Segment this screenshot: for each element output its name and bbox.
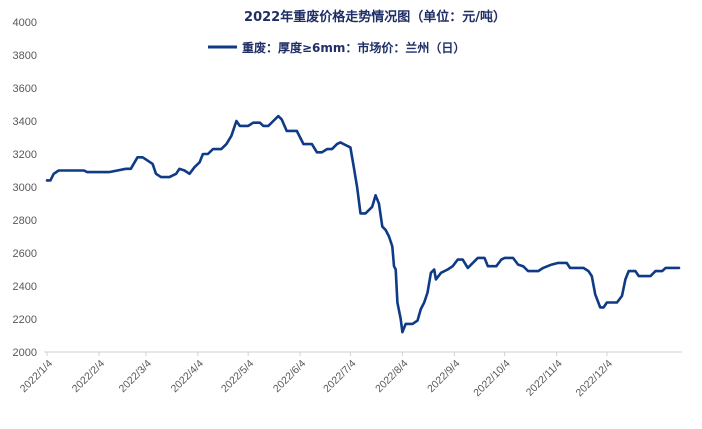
chart-title: 2022年重废价格走势情况图（单位：元/吨） (244, 9, 506, 25)
x-tick-label: 2022/8/4 (373, 358, 410, 395)
y-tick-label: 2600 (13, 248, 37, 260)
y-tick-label: 3000 (13, 182, 37, 194)
y-tick-label: 2800 (13, 215, 37, 227)
y-tick-label: 3200 (13, 149, 37, 161)
x-tick-label: 2022/3/4 (117, 358, 154, 395)
y-tick-label: 2200 (13, 314, 37, 326)
chart-legend: 重废：厚度≥6mm：市场价：兰州（日） (208, 40, 465, 55)
y-tick-label: 3800 (13, 50, 37, 62)
y-axis: 2000 2200 2400 2600 2800 3000 3200 3400 3600 3800… (13, 17, 37, 359)
x-tick-label: 2022/2/4 (70, 358, 107, 395)
x-tick-label: 2022/5/4 (219, 358, 256, 395)
x-tick-label: 2022/10/4 (471, 358, 513, 400)
x-tick-label: 2022/9/4 (425, 358, 462, 395)
x-axis: 2022/1/4 2022/2/4 2022/3/4 2022/4/4 2022/5/4… (18, 352, 615, 399)
x-tick-label: 2022/6/4 (271, 358, 308, 395)
x-tick-label: 2022/4/4 (169, 358, 206, 395)
x-tick-label: 2022/7/4 (321, 358, 358, 395)
x-tick-label: 2022/12/4 (574, 358, 616, 400)
y-tick-label: 3600 (13, 83, 37, 95)
y-tick-label: 2400 (13, 281, 37, 293)
series-line (45, 114, 681, 334)
plot-area (45, 114, 681, 334)
y-tick-label: 2000 (13, 347, 37, 359)
x-tick-label: 2022/11/4 (524, 358, 565, 399)
y-tick-label: 4000 (13, 17, 37, 29)
legend-label: 重废：厚度≥6mm：市场价：兰州（日） (242, 40, 465, 55)
y-tick-label: 3400 (13, 116, 37, 128)
x-tick-label: 2022/1/4 (18, 358, 55, 395)
